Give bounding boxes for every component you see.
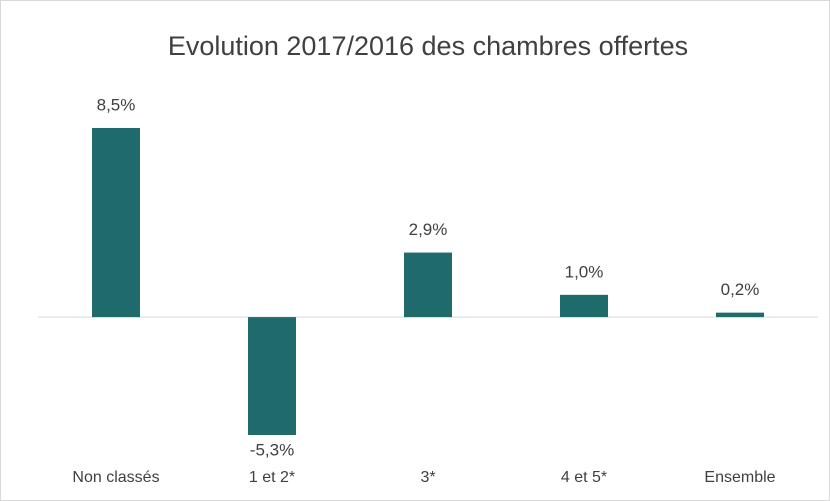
- bar: [560, 294, 608, 318]
- bar: [716, 312, 764, 318]
- data-label: -5,3%: [250, 440, 294, 459]
- x-tick-label: Non classés: [72, 469, 159, 486]
- x-tick-label: 4 et 5*: [561, 469, 607, 486]
- x-tick-label: 1 et 2*: [249, 469, 295, 486]
- x-tick-label: Ensemble: [704, 469, 775, 486]
- chart-title: Evolution 2017/2016 des chambres offerte…: [168, 31, 688, 61]
- bar: [404, 252, 452, 318]
- data-label: 0,2%: [721, 280, 760, 299]
- x-tick-label: 3*: [420, 469, 435, 486]
- data-label: 1,0%: [565, 262, 604, 281]
- bar: [92, 128, 140, 318]
- data-label: 8,5%: [97, 95, 136, 114]
- bar: [248, 317, 296, 435]
- data-label: 2,9%: [409, 220, 448, 239]
